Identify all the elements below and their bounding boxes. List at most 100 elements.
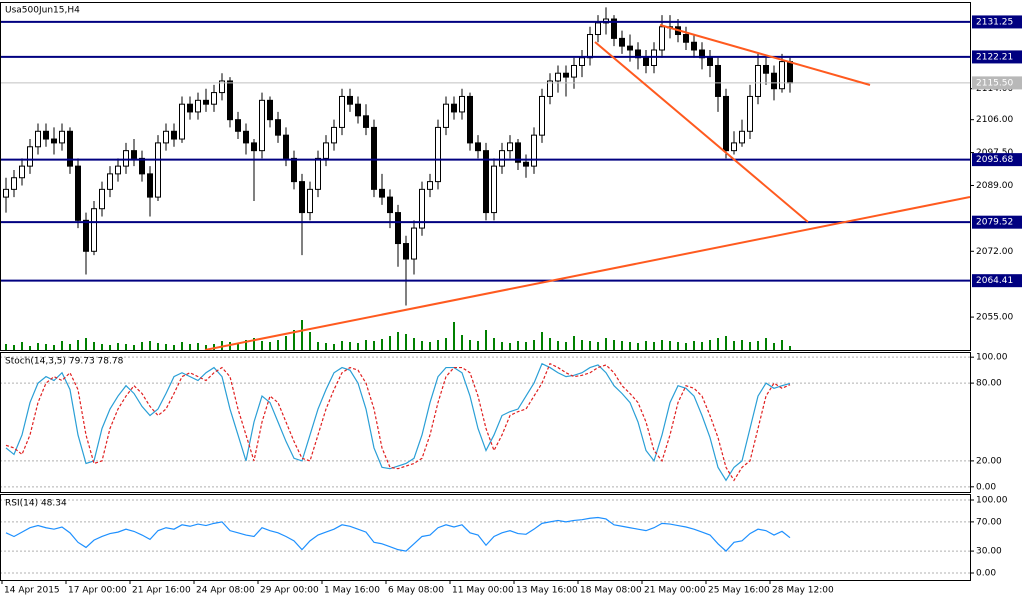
candle-body bbox=[115, 165, 121, 175]
candle-body bbox=[379, 188, 385, 198]
candle-body bbox=[619, 37, 625, 47]
y-tick-label: 30.00 bbox=[976, 547, 1002, 557]
candle-body bbox=[259, 99, 265, 152]
candle-body bbox=[155, 142, 161, 198]
candle-body bbox=[107, 173, 113, 190]
x-tick-label: 11 May 00:00 bbox=[452, 586, 514, 596]
level-label-box bbox=[972, 274, 1022, 288]
candle-body bbox=[579, 57, 585, 66]
candle-body bbox=[475, 142, 481, 152]
candle-body bbox=[323, 142, 329, 159]
candle-body bbox=[523, 161, 529, 167]
rsi-panel-frame bbox=[0, 494, 971, 581]
candle-body bbox=[251, 142, 257, 152]
candle-body bbox=[731, 142, 737, 152]
candle-body bbox=[67, 130, 73, 167]
indicator-line bbox=[5, 362, 791, 482]
y-tick-label: 0.00 bbox=[976, 568, 996, 578]
candle-body bbox=[747, 95, 753, 132]
candle-body bbox=[387, 196, 393, 214]
candle-body bbox=[283, 134, 289, 159]
candle-body bbox=[267, 99, 273, 121]
candle-body bbox=[75, 165, 81, 221]
candle-body bbox=[611, 18, 617, 39]
candle-body bbox=[291, 157, 297, 183]
candle-body bbox=[371, 126, 377, 190]
candle-body bbox=[59, 130, 65, 144]
candle-body bbox=[91, 208, 97, 252]
candle-body bbox=[659, 26, 665, 51]
candle-body bbox=[315, 157, 321, 190]
y-tick-label: 2089.00 bbox=[976, 181, 1013, 191]
candle-body bbox=[595, 22, 601, 36]
x-tick-label: 29 Apr 00:00 bbox=[260, 586, 319, 596]
x-tick-label: 24 Apr 08:00 bbox=[196, 586, 255, 596]
candle-body bbox=[27, 146, 33, 167]
level-label: 2095.68 bbox=[976, 155, 1013, 165]
level-label: 2079.52 bbox=[976, 218, 1013, 228]
candle-body bbox=[419, 188, 425, 229]
trendlines bbox=[204, 24, 970, 350]
candle-body bbox=[627, 45, 633, 51]
x-tick-label: 25 May 16:00 bbox=[708, 586, 770, 596]
candle-body bbox=[339, 95, 345, 128]
level-label-box bbox=[972, 15, 1022, 29]
candle-body bbox=[531, 134, 537, 167]
candle-body bbox=[763, 64, 769, 74]
y-tick-label: 20.00 bbox=[976, 456, 1002, 466]
candle-body bbox=[331, 126, 337, 144]
candle-body bbox=[35, 130, 41, 148]
x-tick-label: 13 May 16:00 bbox=[516, 586, 578, 596]
candle-body bbox=[123, 150, 129, 167]
level-label-box bbox=[972, 50, 1022, 64]
candle-body bbox=[99, 188, 105, 210]
candle-body bbox=[299, 181, 305, 214]
trendline bbox=[594, 41, 809, 223]
y-tick-label: 2055.00 bbox=[976, 313, 1013, 323]
candle-body bbox=[587, 34, 593, 59]
candle-body bbox=[435, 126, 441, 183]
chart-title: Usa500Jun15,H4 bbox=[5, 6, 80, 16]
candle-body bbox=[467, 95, 473, 144]
y-tick-label: 0.00 bbox=[976, 482, 996, 492]
candle-body bbox=[227, 80, 233, 121]
x-tick-label: 21 Apr 16:00 bbox=[132, 586, 191, 596]
candle-body bbox=[411, 227, 417, 260]
candle-body bbox=[235, 119, 241, 132]
trendline bbox=[659, 24, 871, 86]
candle-body bbox=[307, 188, 313, 214]
indicator-title: Stoch(14,3,5) 79.73 78.78 bbox=[5, 357, 124, 367]
candle-body bbox=[347, 95, 353, 105]
candle-body bbox=[51, 138, 57, 144]
y-tick-label: 2072.00 bbox=[976, 247, 1013, 257]
indicator-line bbox=[5, 516, 791, 552]
candle-body bbox=[243, 130, 249, 144]
candle-body bbox=[555, 72, 561, 82]
candle-body bbox=[491, 165, 497, 214]
y-tick-label: 100.00 bbox=[976, 353, 1008, 363]
candle-body bbox=[515, 142, 521, 163]
candle-body bbox=[3, 188, 9, 198]
candle-body bbox=[131, 150, 137, 159]
level-label: 2131.25 bbox=[976, 17, 1013, 27]
candle-body bbox=[643, 57, 649, 66]
stoch-panel-frame bbox=[0, 352, 971, 493]
candle-body bbox=[563, 72, 569, 78]
candle-body bbox=[179, 103, 185, 140]
indicator-title: RSI(14) 48.34 bbox=[5, 499, 67, 509]
candle-body bbox=[571, 64, 577, 78]
candle-body bbox=[443, 103, 449, 128]
candle-body bbox=[163, 130, 169, 144]
candle-body bbox=[691, 41, 697, 51]
candle-body bbox=[403, 243, 409, 260]
level-label: 2122.21 bbox=[976, 52, 1013, 62]
x-tick-label: 21 May 00:00 bbox=[644, 586, 706, 596]
candle-body bbox=[715, 64, 721, 97]
y-tick-label: 80.00 bbox=[976, 379, 1002, 389]
x-tick-label: 6 May 08:00 bbox=[388, 586, 444, 596]
candle-body bbox=[771, 72, 777, 90]
candle-body bbox=[507, 142, 513, 152]
candle-body bbox=[547, 80, 553, 97]
y-tick-label: 2097.50 bbox=[976, 148, 1013, 158]
